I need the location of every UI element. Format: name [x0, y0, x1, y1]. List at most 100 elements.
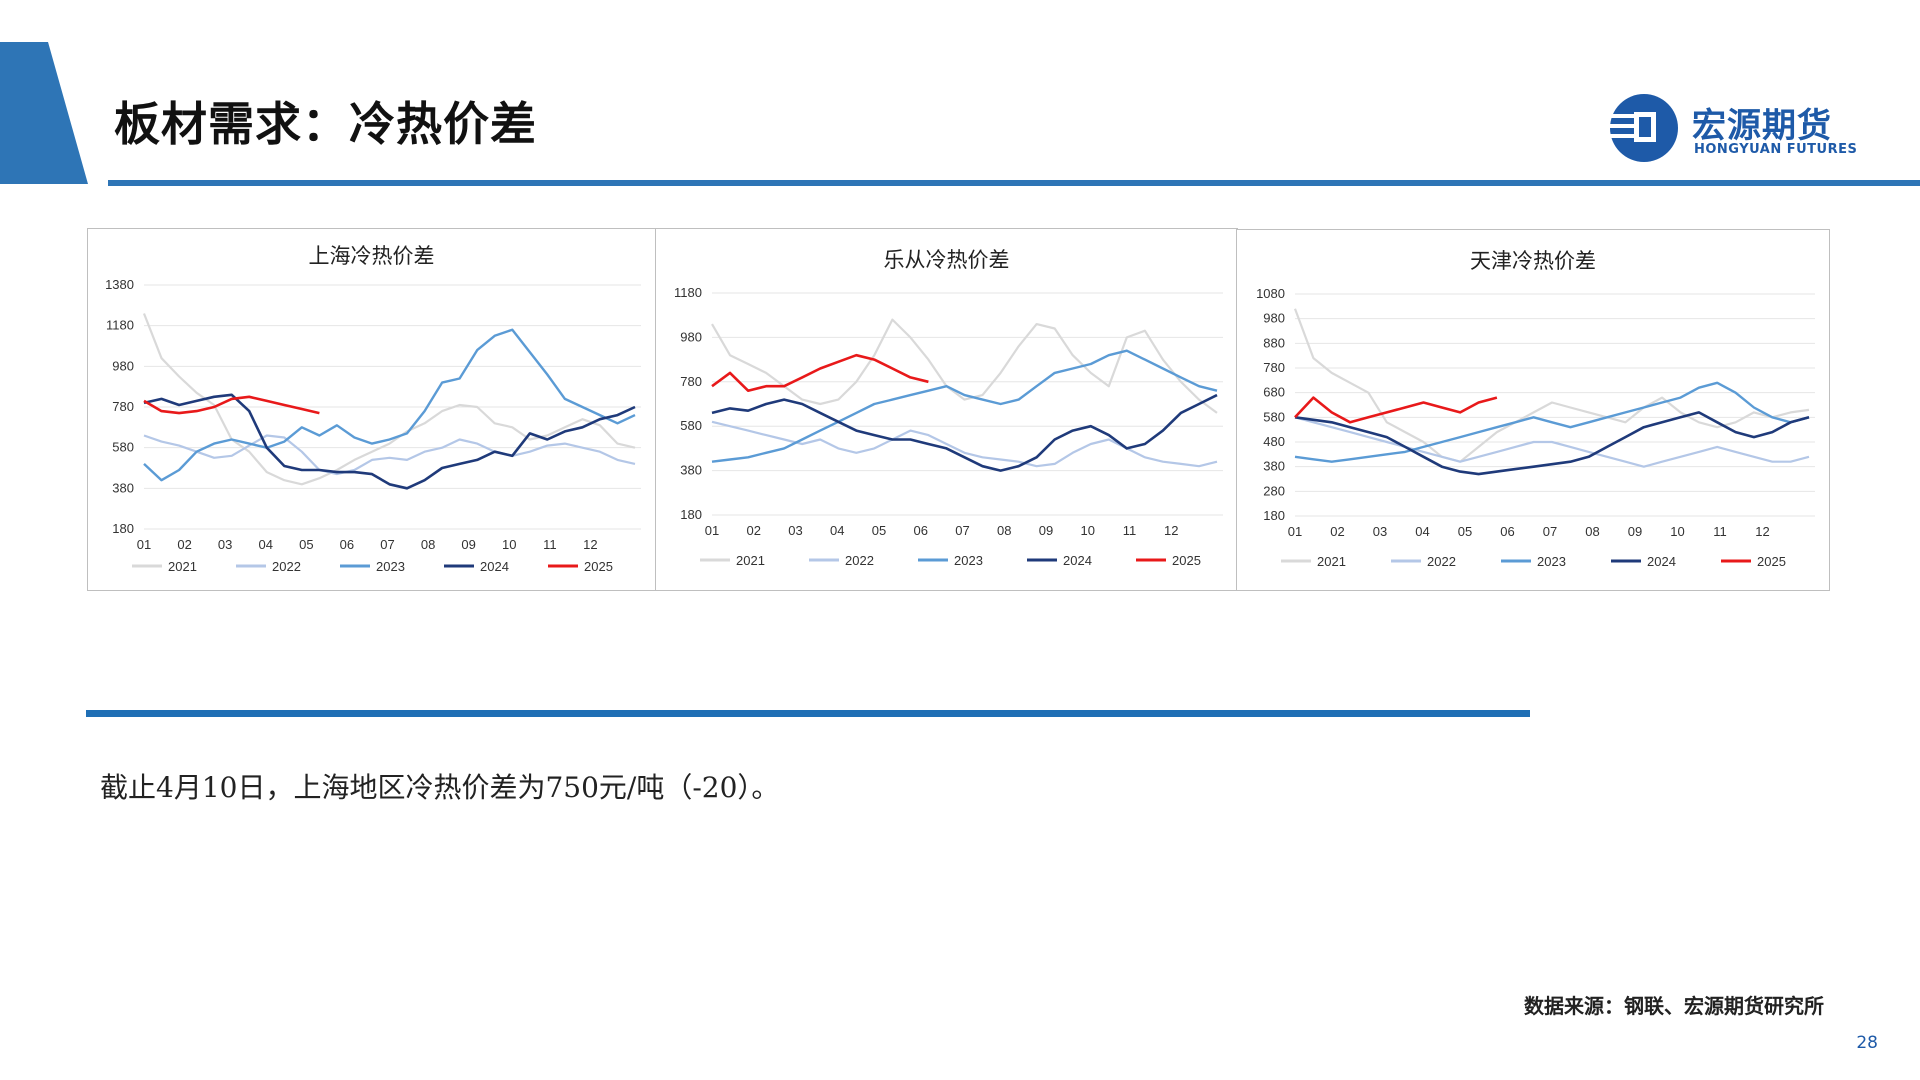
chart-shanghai: 上海冷热价差 180 380 580 780 980 1180 1380 01 02 03 04 05 0… [87, 228, 656, 591]
summary-note: 截止4月10日，上海地区冷热价差为750元/吨（-20）。 [100, 771, 780, 804]
data-source: 数据来源：钢联、宏源期货研究所 [1524, 994, 1824, 1018]
section-divider [86, 710, 1530, 717]
company-logo: 宏源期货 HONGYUAN FUTURES [1608, 92, 1858, 164]
series-line-2021 [142, 313, 636, 486]
legend-label: 2023 [376, 559, 405, 574]
x-tick-label: 06 [340, 537, 354, 552]
x-tick-label: 02 [177, 537, 191, 552]
x-tick-label: 01 [705, 523, 719, 538]
y-tick-label: 580 [680, 418, 702, 433]
x-tick-label: 01 [137, 537, 151, 552]
chart-tianjin: 天津冷热价差 180 280 380 480 580 680 780 880 980 1080 01 0… [1236, 229, 1830, 591]
legend-label: 2024 [480, 559, 509, 574]
y-tick-label: 980 [1263, 311, 1285, 326]
x-tick-label: 05 [299, 537, 313, 552]
header-divider [108, 180, 1920, 186]
x-tick-label: 05 [872, 523, 886, 538]
legend-label: 2025 [584, 559, 613, 574]
x-tick-label: 09 [1628, 524, 1642, 539]
chart-title: 上海冷热价差 [309, 244, 435, 268]
page-title: 板材需求：冷热价差 [114, 97, 537, 151]
series-line-2022 [1294, 416, 1810, 468]
series-line-2023 [143, 328, 636, 482]
y-tick-label: 1080 [1256, 286, 1285, 301]
x-tick-label: 06 [914, 523, 928, 538]
x-tick-label: 04 [1415, 524, 1429, 539]
x-tick-label: 11 [1713, 524, 1727, 539]
x-tick-label: 04 [259, 537, 273, 552]
x-tick-label: 10 [502, 537, 516, 552]
series-line-2022 [143, 434, 636, 476]
x-tick-label: 08 [421, 537, 435, 552]
series-line-2023 [711, 349, 1218, 463]
legend-label: 2021 [168, 559, 197, 574]
x-tick-label: 11 [1123, 523, 1137, 538]
y-tick-label: 180 [680, 507, 702, 522]
legend-label: 2022 [1427, 554, 1456, 569]
legend-label: 2024 [1063, 553, 1092, 568]
x-tick-label: 09 [1039, 523, 1053, 538]
series-line-2025 [143, 395, 320, 415]
series-line-2025 [1294, 396, 1498, 424]
x-tick-label: 07 [1543, 524, 1557, 539]
y-tick-label: 780 [1263, 360, 1285, 375]
y-tick-label: 780 [112, 399, 134, 414]
x-tick-label: 03 [1373, 524, 1387, 539]
series-line-2021 [711, 318, 1218, 414]
x-tick-label: 12 [583, 537, 597, 552]
x-tick-label: 12 [1755, 524, 1769, 539]
legend-label: 2022 [272, 559, 301, 574]
y-tick-label: 280 [1263, 483, 1285, 498]
x-tick-label: 11 [543, 537, 557, 552]
x-tick-label: 04 [830, 523, 844, 538]
y-tick-label: 380 [1263, 459, 1285, 474]
legend-label: 2022 [845, 553, 874, 568]
x-tick-label: 10 [1670, 524, 1684, 539]
chart-svg: 天津冷热价差 180 280 380 480 580 680 780 880 980 1080 01 0… [1256, 249, 1815, 569]
y-tick-label: 1380 [105, 277, 134, 292]
series-line-2024 [711, 393, 1218, 472]
series-line-2025 [711, 353, 929, 392]
y-tick-label: 580 [112, 440, 134, 455]
x-tick-label: 06 [1500, 524, 1514, 539]
y-tick-label: 780 [680, 374, 702, 389]
x-tick-label: 09 [461, 537, 475, 552]
hongyuan-logo-icon [1608, 94, 1678, 162]
chart-title: 乐从冷热价差 [884, 248, 1010, 272]
x-tick-label: 01 [1288, 524, 1302, 539]
y-tick-label: 580 [1263, 409, 1285, 424]
y-tick-label: 680 [1263, 385, 1285, 400]
x-tick-label: 08 [997, 523, 1011, 538]
x-tick-label: 03 [788, 523, 802, 538]
series-line-2024 [1294, 411, 1810, 476]
legend-label: 2021 [736, 553, 765, 568]
logo-name-cn: 宏源期货 [1692, 106, 1832, 146]
legend-label: 2023 [1537, 554, 1566, 569]
chart-svg: 乐从冷热价差 180 380 580 780 980 1180 01 02 03 04 05 06 07 0… [674, 248, 1223, 568]
legend-label: 2025 [1757, 554, 1786, 569]
y-tick-label: 380 [680, 463, 702, 478]
y-tick-label: 980 [112, 358, 134, 373]
legend-label: 2023 [954, 553, 983, 568]
y-tick-label: 980 [680, 329, 702, 344]
y-tick-label: 380 [112, 480, 134, 495]
x-tick-label: 07 [955, 523, 969, 538]
x-tick-label: 03 [218, 537, 232, 552]
y-tick-label: 880 [1263, 335, 1285, 350]
x-tick-label: 10 [1081, 523, 1095, 538]
y-tick-label: 1180 [674, 285, 702, 300]
series-line-2023 [1294, 381, 1810, 463]
x-tick-label: 08 [1585, 524, 1599, 539]
x-tick-label: 02 [1330, 524, 1344, 539]
series-line-2024 [143, 393, 636, 490]
logo-name-en: HONGYUAN FUTURES [1694, 142, 1858, 157]
chart-title: 天津冷热价差 [1470, 249, 1596, 273]
legend-label: 2021 [1317, 554, 1346, 569]
x-tick-label: 12 [1164, 523, 1178, 538]
chart-lecong: 乐从冷热价差 180 380 580 780 980 1180 01 02 03 04 05 06 07 0… [655, 228, 1238, 591]
legend-label: 2025 [1172, 553, 1201, 568]
y-tick-label: 180 [1263, 508, 1285, 523]
corner-decoration [0, 42, 88, 184]
x-tick-label: 05 [1458, 524, 1472, 539]
y-tick-label: 1180 [106, 318, 134, 333]
